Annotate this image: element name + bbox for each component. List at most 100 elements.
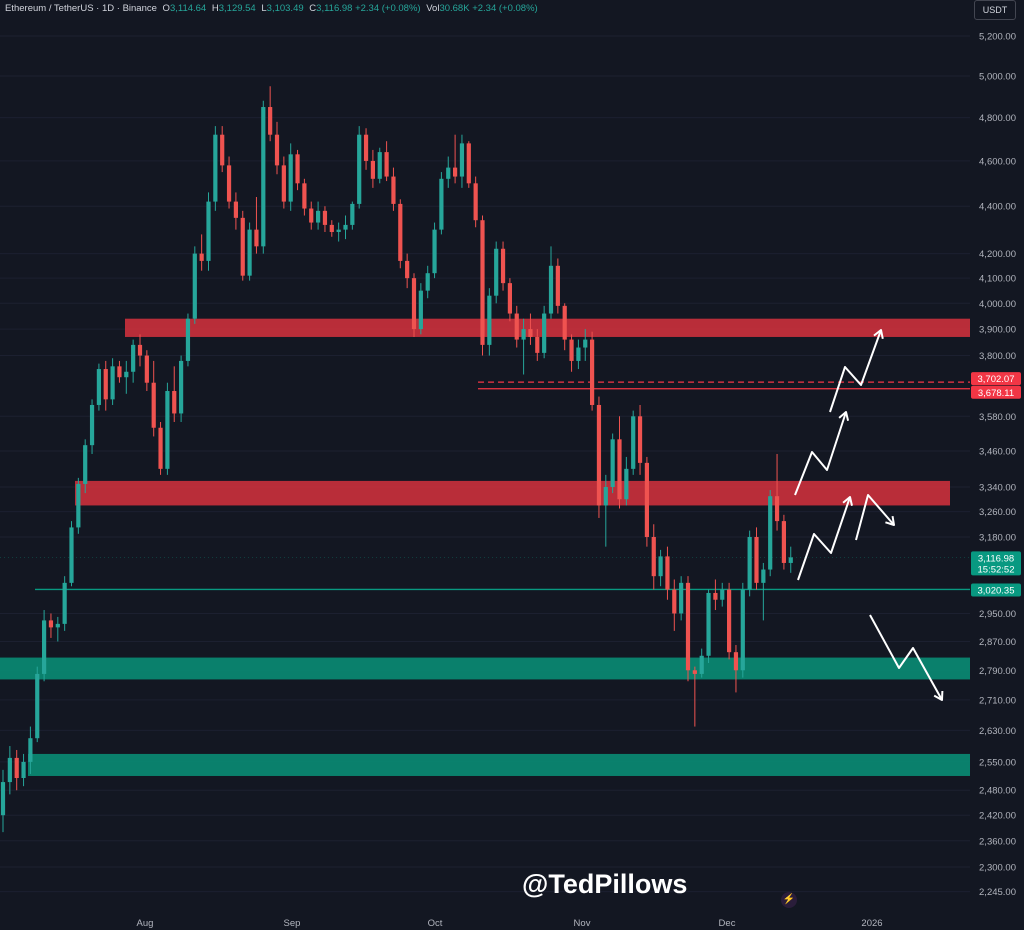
x-tick-label: Aug <box>137 918 154 929</box>
y-tick-label: 4,800.00 <box>979 113 1016 124</box>
y-tick-label: 2,630.00 <box>979 726 1016 737</box>
y-tick-label: 3,260.00 <box>979 507 1016 518</box>
vol-change-value: +2.34 (+0.08%) <box>472 3 538 14</box>
candle-body <box>733 652 739 671</box>
candle-body <box>740 589 745 671</box>
candle-body <box>398 203 403 261</box>
candles <box>0 86 793 833</box>
candle-body <box>747 536 752 590</box>
candle-body <box>507 283 512 314</box>
candle-body <box>706 592 711 656</box>
ohlc-header: Ethereum / TetherUS · 1D · Binance O 3,11… <box>5 3 538 14</box>
candle-body <box>55 623 60 628</box>
candle-body <box>583 339 588 348</box>
support-zone <box>28 753 970 776</box>
candle-body <box>727 589 732 653</box>
candle-body <box>480 220 485 345</box>
price-label-box <box>971 372 1021 386</box>
candle-body <box>144 355 149 383</box>
y-tick-label: 2,950.00 <box>979 609 1016 620</box>
candle-body <box>233 201 238 218</box>
candle-body <box>28 738 33 762</box>
candle-body <box>316 210 321 223</box>
candle-body <box>425 273 430 291</box>
bearish-path-arrow <box>869 614 943 701</box>
arrow-head <box>842 496 853 506</box>
resistance-zone <box>125 318 970 337</box>
candle-body <box>665 556 670 590</box>
high-key: H <box>211 3 219 14</box>
arrow-head <box>885 515 895 526</box>
lightning-icon[interactable]: ⚡ <box>781 892 797 908</box>
candle-body <box>110 366 115 400</box>
x-tick-label: 2026 <box>861 918 882 929</box>
candle-body <box>343 224 348 230</box>
candle-body <box>268 107 273 135</box>
candle-body <box>89 404 95 446</box>
x-tick-label: Oct <box>428 918 443 929</box>
y-tick-label: 3,180.00 <box>979 532 1016 543</box>
candle-body <box>528 329 533 337</box>
price-label-text: 3,116.98 <box>978 553 1014 564</box>
candle-body <box>569 339 574 361</box>
candle-body <box>48 620 54 628</box>
candle-body <box>411 278 417 330</box>
price-label-text: 3,020.35 <box>978 585 1015 596</box>
candle-body <box>363 134 369 161</box>
candle-body <box>322 210 328 225</box>
y-tick-label: 2,790.00 <box>979 666 1016 677</box>
symbol-title[interactable]: Ethereum / TetherUS · 1D · Binance <box>5 3 157 14</box>
candle-body <box>158 427 163 469</box>
bullish-path-arrow-2 <box>829 329 882 413</box>
close-value: 3,116.98 <box>316 3 353 14</box>
candle-body <box>350 203 355 225</box>
candle-body <box>261 107 266 247</box>
candle-body <box>685 582 691 671</box>
candle-body <box>446 167 451 179</box>
candle-body <box>788 557 793 563</box>
candle-body <box>768 496 773 570</box>
candle-body <box>453 167 458 177</box>
vol-key: Vol <box>426 3 440 14</box>
candle-body <box>391 176 396 204</box>
open-key: O <box>162 3 170 14</box>
candle-body <box>432 229 437 274</box>
currency-button[interactable]: USDT <box>974 0 1016 20</box>
y-tick-label: 5,200.00 <box>979 32 1016 43</box>
candle-body <box>761 569 766 583</box>
y-tick-label: 3,460.00 <box>979 447 1016 458</box>
zones <box>0 318 970 776</box>
y-tick-label: 2,420.00 <box>979 811 1016 822</box>
low-key: L <box>261 3 267 14</box>
candle-body <box>548 265 554 314</box>
candle-body <box>596 404 602 506</box>
candle-body <box>535 336 540 353</box>
candle-body <box>405 260 410 279</box>
candle-body <box>226 165 232 202</box>
candle-body <box>117 366 122 378</box>
candle-body <box>781 521 786 563</box>
candle-body <box>69 527 74 583</box>
price-label-box <box>971 385 1021 399</box>
candle-body <box>555 265 560 306</box>
arrow-head <box>873 329 884 340</box>
candle-body <box>418 290 423 330</box>
candle-body <box>631 416 636 469</box>
range-path-arrow <box>855 494 895 541</box>
candle-body <box>644 462 649 537</box>
candle-body <box>439 178 444 230</box>
candle-body <box>514 313 519 340</box>
candle-body <box>679 582 684 614</box>
candle-body <box>220 134 225 166</box>
candle-body <box>62 582 67 624</box>
candle-body <box>103 369 108 400</box>
candle-body <box>610 439 615 487</box>
candle-body <box>254 229 259 247</box>
y-axis: 5,200.00 5,000.00 4,800.00 4,600.00 4,400.00… <box>979 32 1016 899</box>
candle-body <box>542 313 547 353</box>
candle-body <box>131 344 136 372</box>
bullish-path-arrow-3 <box>797 496 851 581</box>
y-tick-label: 3,900.00 <box>979 325 1016 336</box>
